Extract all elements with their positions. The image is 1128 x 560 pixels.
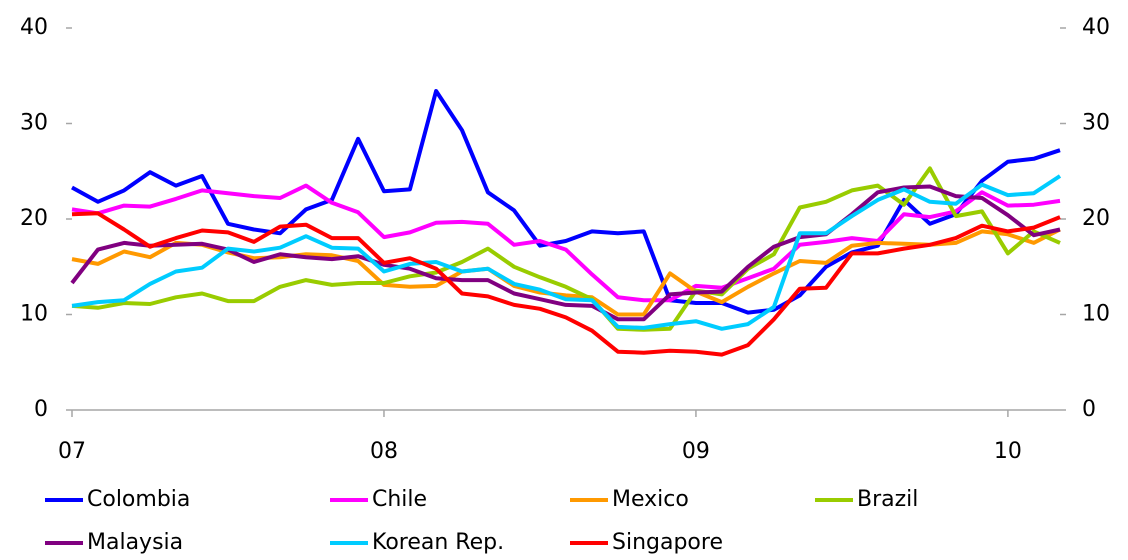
y-tick-label: 20 — [20, 206, 48, 231]
legend-label: Korean Rep. — [372, 530, 504, 555]
x-tick-label: 10 — [994, 439, 1022, 464]
legend-label: Brazil — [857, 487, 918, 512]
x-tick-label: 07 — [58, 439, 86, 464]
series-line — [70, 184, 1061, 322]
legend-label: Singapore — [612, 530, 723, 555]
series-line — [71, 183, 1061, 303]
series-line — [71, 211, 1061, 357]
y2-tick-label: 20 — [1082, 206, 1110, 231]
y-tick-label: 40 — [20, 15, 48, 40]
y2-tick-label: 40 — [1082, 15, 1110, 40]
y-tick-label: 10 — [20, 302, 48, 327]
legend-label: Colombia — [87, 487, 190, 512]
legend-label: Malaysia — [87, 530, 183, 555]
y2-tick-label: 30 — [1082, 111, 1110, 136]
x-tick-label: 08 — [370, 439, 398, 464]
series-line — [71, 166, 1061, 332]
series-line — [71, 174, 1062, 331]
legend-label: Chile — [372, 487, 427, 512]
y-tick-label: 30 — [20, 111, 48, 136]
legend-label: Mexico — [612, 487, 689, 512]
series-line — [71, 89, 1061, 315]
x-tick-label: 09 — [682, 439, 710, 464]
y2-tick-label: 0 — [1082, 397, 1096, 422]
y2-tick-label: 10 — [1082, 302, 1110, 327]
y-tick-label: 0 — [34, 397, 48, 422]
